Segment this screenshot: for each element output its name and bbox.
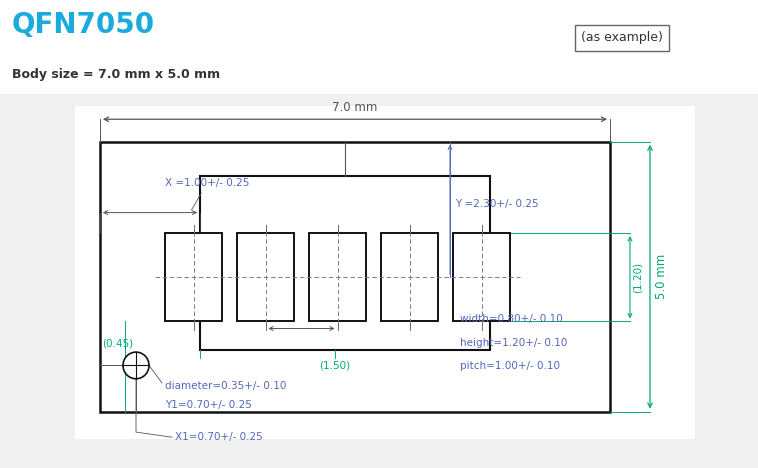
Bar bbox=[100, 142, 610, 411]
Text: (1.50): (1.50) bbox=[319, 360, 350, 370]
Text: (as example): (as example) bbox=[581, 31, 663, 44]
Text: QFN7050: QFN7050 bbox=[12, 11, 155, 39]
Text: height=1.20+/- 0.10: height=1.20+/- 0.10 bbox=[460, 338, 568, 348]
Text: (0.45): (0.45) bbox=[102, 339, 133, 349]
Bar bbox=[381, 233, 438, 322]
Text: 5.0 mm: 5.0 mm bbox=[655, 254, 668, 300]
Text: (1.20): (1.20) bbox=[633, 262, 643, 293]
Bar bbox=[75, 106, 695, 439]
Circle shape bbox=[123, 352, 149, 379]
Text: 7.0 mm: 7.0 mm bbox=[332, 101, 377, 114]
Text: width=0.80+/- 0.10: width=0.80+/- 0.10 bbox=[460, 314, 562, 324]
Text: diameter=0.35+/- 0.10: diameter=0.35+/- 0.10 bbox=[165, 381, 287, 391]
Text: Y1=0.70+/- 0.25: Y1=0.70+/- 0.25 bbox=[165, 401, 252, 410]
Bar bbox=[165, 233, 222, 322]
Text: X =1.00+/- 0.25: X =1.00+/- 0.25 bbox=[165, 178, 249, 210]
Text: pitch=1.00+/- 0.10: pitch=1.00+/- 0.10 bbox=[460, 361, 560, 372]
Text: Body size = 7.0 mm x 5.0 mm: Body size = 7.0 mm x 5.0 mm bbox=[12, 68, 220, 81]
Bar bbox=[453, 233, 510, 322]
Text: Y =2.30+/- 0.25: Y =2.30+/- 0.25 bbox=[455, 199, 539, 209]
Text: X1=0.70+/- 0.25: X1=0.70+/- 0.25 bbox=[175, 432, 263, 442]
Bar bbox=[309, 233, 366, 322]
Bar bbox=[200, 176, 490, 350]
Bar bbox=[237, 233, 294, 322]
